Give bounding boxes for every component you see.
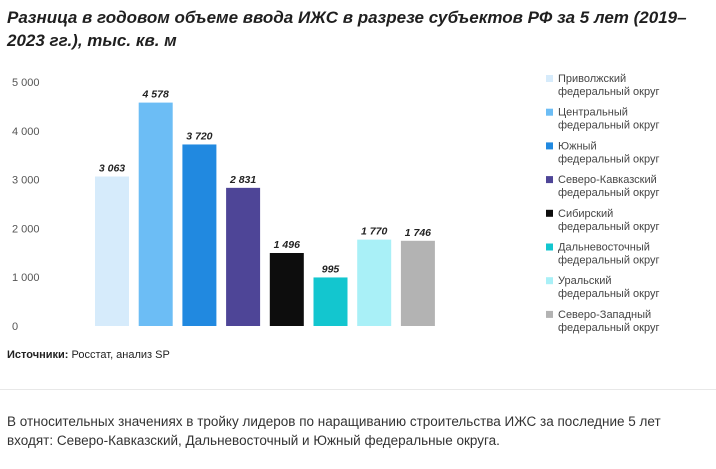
value-label: 3 720 <box>186 130 212 142</box>
source-line: Источники: Росстат, анализ SP <box>7 349 170 361</box>
y-tick-label: 5 000 <box>12 77 40 89</box>
legend-swatch <box>546 277 553 285</box>
legend-swatch <box>546 243 553 251</box>
value-label: 1 770 <box>361 226 387 238</box>
bar <box>269 252 304 326</box>
legend-label-line2: федеральный округ <box>558 288 659 300</box>
value-label: 1 746 <box>405 227 431 239</box>
bar <box>95 176 129 326</box>
bar <box>313 277 348 326</box>
legend-label: Уральский <box>558 275 611 287</box>
bar <box>182 144 217 326</box>
y-axis: 0 1 000 2 000 3 000 4 000 5 000 <box>12 77 40 333</box>
legend-label: Южный <box>558 140 597 152</box>
bar-chart: 0 1 000 2 000 3 000 4 000 5 000 3 063 4 578 3 7… <box>12 73 659 334</box>
legend-label-line2: федеральный округ <box>558 86 659 98</box>
bar <box>226 187 261 326</box>
bar <box>138 102 173 326</box>
legend-label-line2: федеральный округ <box>558 187 659 199</box>
legend-label: Дальневосточный <box>558 242 650 254</box>
divider <box>0 389 716 390</box>
legend-label-line2: федеральный округ <box>558 221 659 233</box>
value-labels: 3 063 4 578 3 720 2 831 1 496 995 1 770 1 746 <box>99 89 431 276</box>
legend-label: Приволжский <box>558 73 626 85</box>
value-label: 3 063 <box>99 163 125 175</box>
legend-swatch <box>546 310 553 318</box>
bar <box>357 239 392 326</box>
legend-label-line2: федеральный округ <box>558 153 659 165</box>
legend-swatch <box>546 176 553 184</box>
value-label: 2 831 <box>229 174 256 186</box>
legend-swatch <box>546 209 553 217</box>
y-tick-label: 1 000 <box>12 272 40 284</box>
legend-label: Сибирский <box>558 208 613 220</box>
chart-title: Разница в годовом объеме ввода ИЖС в раз… <box>7 8 687 50</box>
source-label: Источники: <box>7 349 69 361</box>
legend-label: Центральный <box>558 107 628 119</box>
bars <box>95 102 435 326</box>
y-tick-label: 4 000 <box>12 126 40 138</box>
value-label: 995 <box>322 263 340 275</box>
legend-swatch <box>546 75 553 82</box>
y-tick-label: 0 <box>12 321 18 333</box>
legend-label-line2: федеральный округ <box>558 255 659 267</box>
legend-label-line2: федеральный округ <box>558 322 659 334</box>
legend-label: Северо-Кавказский <box>558 174 657 186</box>
value-label: 1 496 <box>274 239 300 251</box>
legend-swatch <box>546 108 553 116</box>
source-text: Росстат, анализ SP <box>68 349 170 361</box>
legend-swatch <box>546 142 553 150</box>
summary-note: В относительных значениях в тройку лидер… <box>7 414 661 448</box>
legend-label-line2: федеральный округ <box>558 120 659 132</box>
legend-label: Северо-Западный <box>558 309 651 321</box>
y-tick-label: 2 000 <box>12 223 40 235</box>
bar <box>400 240 435 326</box>
y-tick-label: 3 000 <box>12 175 40 187</box>
value-label: 4 578 <box>142 89 169 101</box>
